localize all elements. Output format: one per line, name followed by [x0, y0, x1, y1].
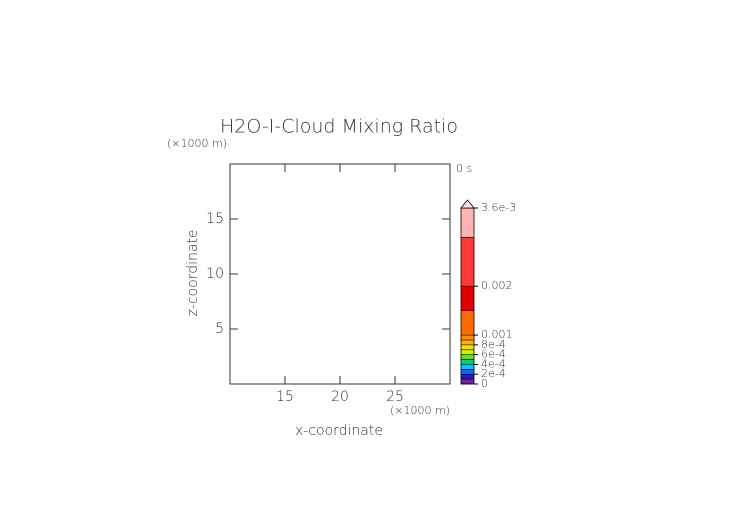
- colorbar-segment: [461, 237, 474, 287]
- y-tick-label: 10: [206, 266, 224, 282]
- time-label: 0 s: [456, 162, 472, 175]
- colorbar-tick-label: 4e-4: [481, 357, 506, 370]
- colorbar-segment: [461, 310, 474, 336]
- colorbar-segment: [461, 359, 474, 365]
- colorbar-tick-label: 2e-4: [481, 367, 506, 380]
- x-tick-label: 15: [276, 389, 294, 405]
- colorbar-segment: [461, 379, 474, 384]
- colorbar-tick-label: 6e-4: [481, 348, 506, 361]
- colorbar-extend: [460, 199, 475, 209]
- colorbar-segment: [461, 335, 474, 340]
- colorbar-segment: [461, 364, 474, 370]
- colorbar-tick-label: 0.001: [481, 328, 513, 341]
- x-tick-label: 25: [386, 389, 404, 405]
- colorbar-tick-label: 3.6e-3: [481, 201, 516, 214]
- colorbar-segment: [461, 340, 474, 345]
- colorbar-segment: [461, 354, 474, 360]
- y-tick-label: 15: [206, 211, 224, 227]
- colorbar-tick-label: 0: [481, 377, 488, 390]
- y-unit: (×1000 m): [167, 137, 227, 150]
- colorbar-segment: [461, 344, 474, 350]
- x-tick-label: 20: [331, 389, 349, 405]
- y-axis-label: z-coordinate: [185, 229, 201, 316]
- y-tick-label: 5: [215, 321, 224, 337]
- chart-title: H2O-I-Cloud Mixing Ratio: [220, 116, 458, 138]
- colorbar-tick-label: 8e-4: [481, 338, 506, 351]
- colorbar-tick-label: 0.002: [481, 279, 513, 292]
- colorbar-segment: [461, 369, 474, 375]
- colorbar-segment: [461, 208, 474, 238]
- colorbar-segment: [461, 374, 474, 380]
- colorbar-segment: [461, 349, 474, 355]
- x-unit: (×1000 m): [390, 404, 450, 417]
- plot-frame: [229, 163, 451, 385]
- x-axis-label: x-coordinate: [295, 423, 383, 439]
- colorbar-segment: [461, 286, 474, 311]
